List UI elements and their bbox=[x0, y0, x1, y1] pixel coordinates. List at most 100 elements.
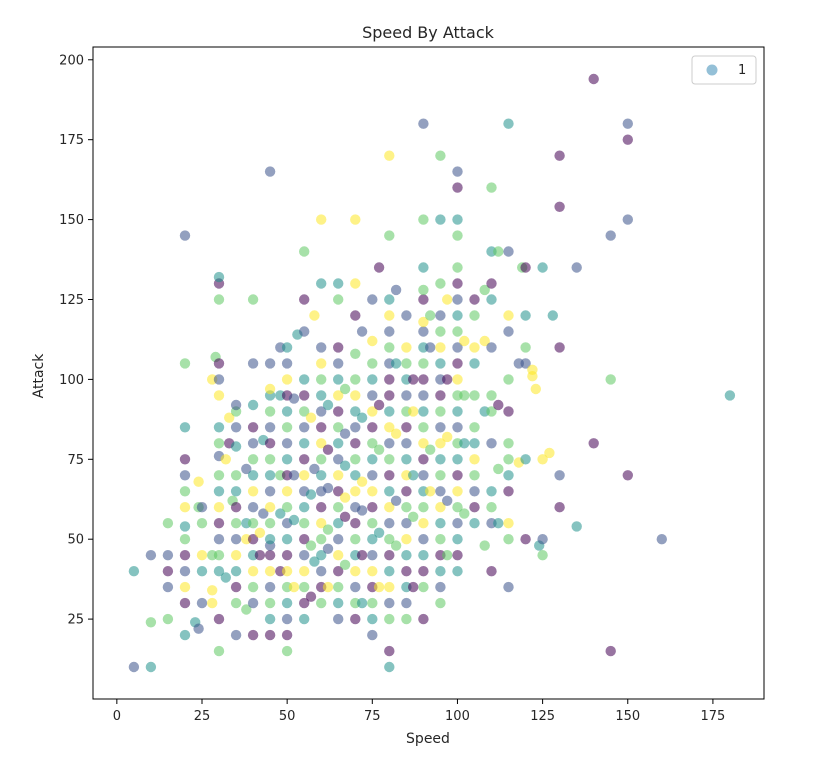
data-point bbox=[333, 422, 344, 433]
data-point bbox=[333, 406, 344, 417]
data-point bbox=[281, 566, 293, 577]
data-point bbox=[554, 201, 565, 212]
data-point bbox=[350, 486, 361, 497]
data-point bbox=[322, 399, 334, 411]
data-point bbox=[264, 406, 276, 417]
data-point bbox=[493, 399, 504, 411]
data-point bbox=[316, 390, 327, 401]
data-point bbox=[435, 534, 446, 545]
data-point bbox=[469, 486, 480, 497]
data-point bbox=[656, 534, 667, 545]
data-point bbox=[281, 374, 293, 385]
data-point bbox=[309, 463, 320, 475]
data-point bbox=[264, 534, 276, 545]
x-tick-label: 50 bbox=[279, 709, 296, 724]
data-point bbox=[418, 613, 429, 625]
data-point bbox=[350, 438, 361, 449]
data-point bbox=[299, 246, 310, 257]
data-point bbox=[333, 374, 344, 385]
data-point bbox=[503, 486, 514, 497]
data-point bbox=[459, 390, 470, 401]
data-point bbox=[390, 358, 402, 369]
data-point bbox=[196, 502, 208, 513]
data-point bbox=[213, 550, 225, 561]
data-point bbox=[264, 470, 276, 481]
data-point bbox=[486, 278, 497, 289]
data-point bbox=[179, 597, 191, 609]
plot-background bbox=[93, 47, 764, 699]
data-point bbox=[384, 661, 395, 673]
data-point bbox=[401, 613, 412, 625]
data-point bbox=[486, 566, 497, 577]
data-point bbox=[547, 310, 558, 321]
plot-area bbox=[92, 46, 765, 700]
data-point bbox=[299, 294, 310, 305]
data-point bbox=[408, 374, 419, 385]
data-point bbox=[520, 262, 531, 273]
x-tick-label: 0 bbox=[113, 709, 121, 724]
data-point bbox=[373, 399, 385, 411]
data-point bbox=[459, 508, 470, 519]
data-point bbox=[264, 581, 276, 593]
data-point bbox=[339, 492, 351, 503]
data-point bbox=[230, 518, 242, 529]
data-point bbox=[418, 118, 429, 129]
data-point bbox=[537, 454, 548, 465]
data-point bbox=[418, 316, 429, 328]
data-point bbox=[452, 358, 463, 369]
data-point bbox=[356, 505, 368, 516]
data-point bbox=[316, 534, 327, 545]
data-point bbox=[418, 470, 429, 481]
data-point bbox=[305, 591, 317, 602]
data-point bbox=[179, 629, 191, 641]
data-point bbox=[452, 230, 463, 241]
data-point bbox=[316, 470, 327, 481]
data-point bbox=[503, 470, 514, 481]
data-point bbox=[230, 441, 242, 452]
data-point bbox=[179, 550, 191, 561]
data-point bbox=[241, 463, 252, 475]
data-point bbox=[418, 566, 429, 577]
data-point bbox=[333, 581, 344, 593]
data-point bbox=[207, 597, 218, 609]
data-point bbox=[401, 486, 412, 497]
data-point bbox=[254, 527, 266, 538]
data-point bbox=[367, 550, 378, 561]
data-point bbox=[264, 550, 276, 561]
data-point bbox=[356, 550, 368, 561]
data-point bbox=[452, 406, 463, 417]
data-point bbox=[469, 454, 480, 465]
data-point bbox=[605, 645, 616, 657]
data-point bbox=[384, 486, 395, 497]
data-points bbox=[128, 73, 736, 673]
data-point bbox=[435, 566, 446, 577]
data-point bbox=[493, 246, 504, 257]
data-point bbox=[299, 597, 310, 609]
data-point bbox=[230, 597, 242, 609]
data-point bbox=[442, 294, 453, 305]
data-point bbox=[281, 597, 293, 609]
data-point bbox=[179, 521, 191, 532]
data-point bbox=[193, 476, 204, 487]
data-point bbox=[264, 383, 276, 395]
data-point bbox=[350, 613, 361, 625]
data-point bbox=[367, 566, 378, 577]
data-point bbox=[309, 310, 320, 321]
data-point bbox=[316, 438, 327, 449]
data-point bbox=[554, 470, 565, 481]
x-axis-label: Speed bbox=[406, 731, 450, 747]
data-point bbox=[230, 534, 242, 545]
data-point bbox=[333, 534, 344, 545]
data-point bbox=[288, 393, 300, 404]
data-point bbox=[305, 489, 317, 500]
data-point bbox=[367, 486, 378, 497]
data-point bbox=[333, 438, 344, 449]
data-point bbox=[401, 597, 412, 609]
data-point bbox=[554, 342, 565, 353]
data-point bbox=[247, 422, 259, 433]
data-point bbox=[333, 278, 344, 289]
data-point bbox=[384, 422, 395, 433]
data-point bbox=[316, 406, 327, 417]
